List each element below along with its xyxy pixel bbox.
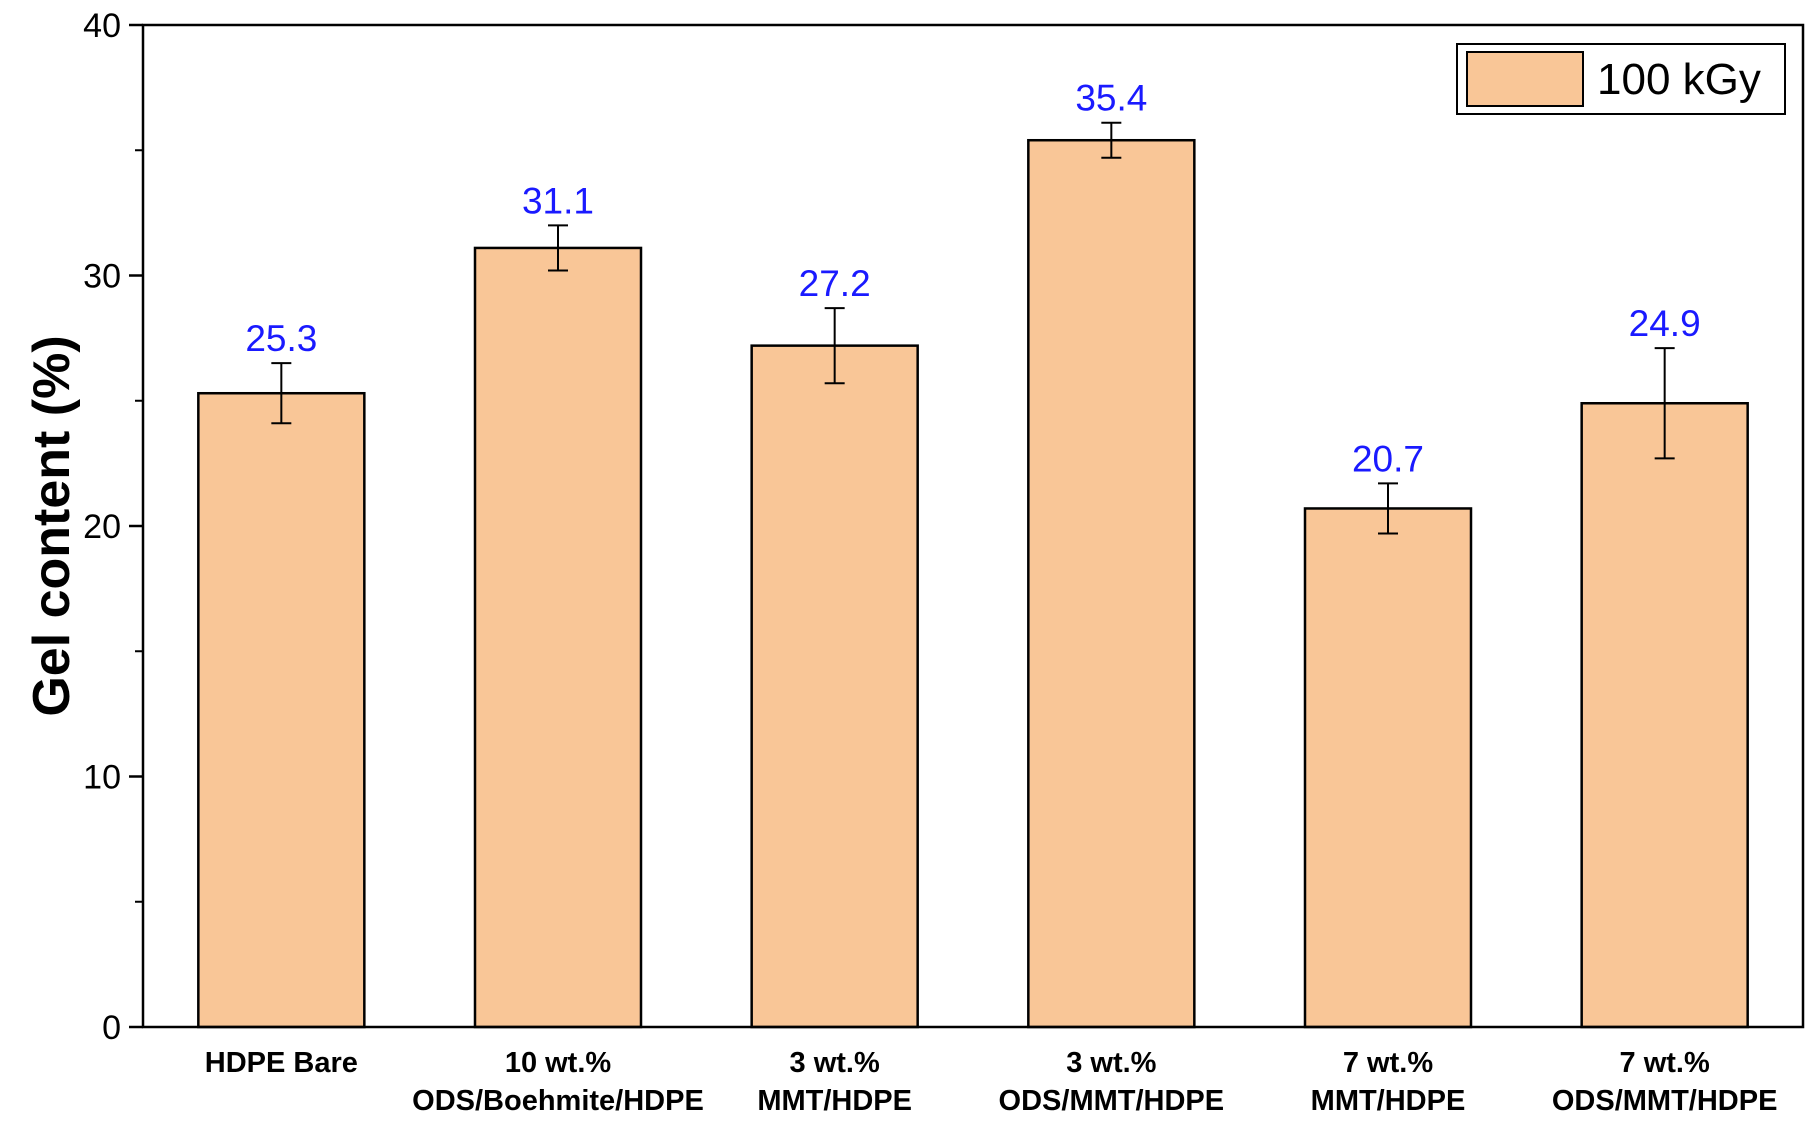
x-tick-label: 10 wt.% ODS/Boehmite/HDPE (412, 1047, 704, 1117)
y-ticks-layer: 0 10 20 30 40 (83, 7, 143, 1047)
data-label: 25.3 (245, 318, 317, 359)
bar (1027, 138, 1196, 1029)
y-tick-label: 10 (83, 759, 121, 797)
x-tick-label: 7 wt.% ODS/MMT/HDPE (1552, 1047, 1778, 1117)
bar (473, 246, 643, 1029)
plot-frame (141, 23, 1805, 1029)
y-tick-label: 40 (83, 7, 121, 45)
bar (197, 391, 366, 1029)
x-tick-label: HDPE Bare (205, 1047, 358, 1079)
bar (1580, 402, 1749, 1029)
axes-layer (141, 23, 1805, 1029)
y-tick-label: 0 (102, 1009, 121, 1047)
errorbars-layer (271, 121, 1675, 535)
y-axis-label: Gel content (%) (23, 335, 81, 716)
data-label: 35.4 (1075, 78, 1147, 119)
y-tick-label: 20 (83, 508, 121, 546)
data-label: 24.9 (1629, 303, 1701, 344)
legend: 100 kGy (1456, 43, 1786, 115)
y-tick-label: 30 (83, 258, 121, 296)
legend-swatch (1466, 51, 1584, 107)
x-tick-label: 7 wt.% MMT/HDPE (1311, 1047, 1466, 1117)
legend-label: 100 kGy (1597, 55, 1761, 104)
x-tick-label: 3 wt.% MMT/HDPE (757, 1047, 912, 1117)
bars-layer (197, 138, 1749, 1029)
data-label: 27.2 (799, 263, 871, 304)
data-labels-layer: 25.3 31.1 27.2 35.4 20.7 24.9 (245, 78, 1700, 480)
x-tick-label: 3 wt.% ODS/MMT/HDPE (999, 1047, 1225, 1117)
bar (1303, 507, 1473, 1029)
x-labels-layer: HDPE Bare 10 wt.% ODS/Boehmite/HDPE 3 wt.% M… (205, 1047, 1778, 1117)
data-label: 20.7 (1352, 438, 1424, 479)
data-label: 31.1 (522, 180, 594, 221)
bar (750, 344, 919, 1029)
